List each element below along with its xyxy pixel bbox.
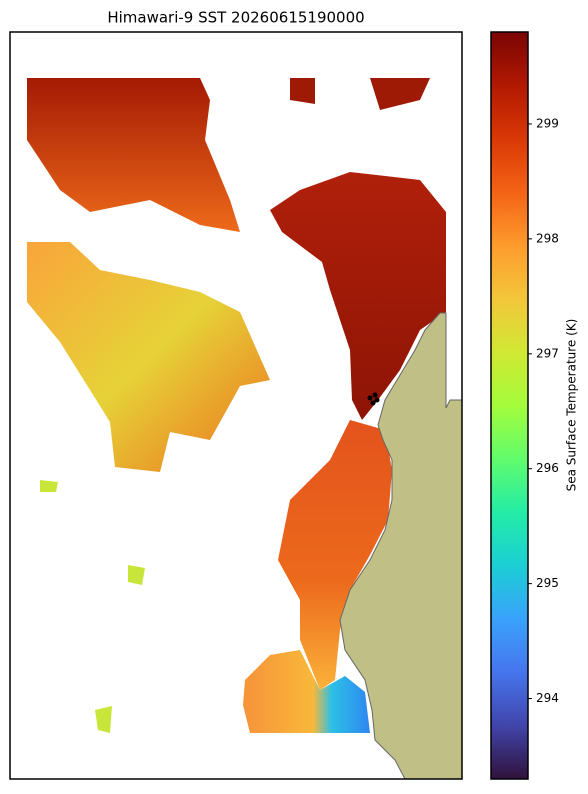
colorbar-tick-label: 294: [536, 691, 559, 705]
colorbar-tick-label: 295: [536, 576, 559, 590]
colorbar-tick-label: 296: [536, 461, 559, 475]
colorbar-tick-label: 297: [536, 346, 559, 360]
sst-region: [270, 172, 446, 420]
sst-region: [27, 242, 270, 472]
map: [9, 31, 463, 780]
sst-region: [290, 78, 430, 110]
sst-region: [243, 650, 370, 733]
station-dots: [367, 392, 380, 406]
colorbar: Sea Surface Temperature (K) 294 295 296 297…: [490, 31, 579, 780]
map-frame: [9, 31, 463, 780]
title: Himawari-9 SST 20260615190000: [107, 9, 364, 27]
colorbar-fill: [490, 31, 529, 780]
colorbar-label: Sea Surface Temperature (K): [565, 319, 579, 492]
sst-region: [278, 420, 392, 690]
sst-region: [27, 78, 240, 232]
colorbar-tick-label: 299: [536, 116, 559, 130]
colorbar-tick-label: 298: [536, 231, 559, 245]
